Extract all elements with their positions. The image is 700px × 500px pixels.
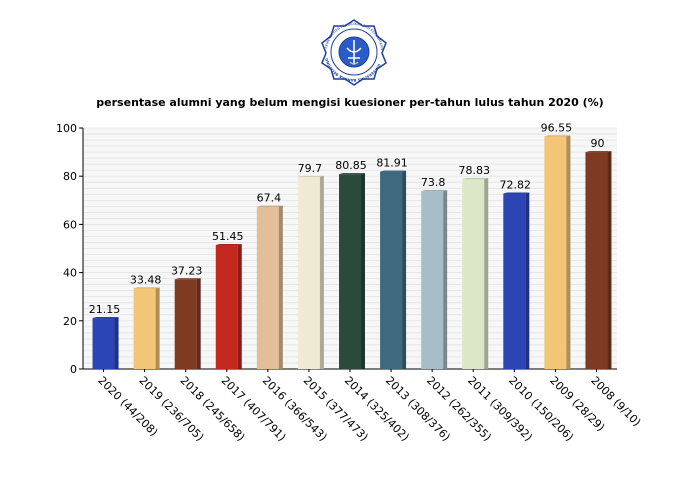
bar-side bbox=[443, 190, 448, 369]
bar-top bbox=[297, 175, 324, 177]
value-label: 73.8 bbox=[421, 176, 446, 189]
chart-title: persentase alumni yang belum mengisi kue… bbox=[96, 96, 604, 109]
value-label: 78.83 bbox=[458, 164, 490, 177]
bar-side bbox=[361, 173, 365, 369]
bar-top bbox=[174, 278, 201, 280]
value-label: 33.48 bbox=[130, 273, 162, 286]
bar-front bbox=[215, 245, 238, 369]
value-labels: 21.15 33.48 37.23 51.45 67.4 79.7 80.85 81.91 73… bbox=[89, 121, 605, 316]
bar-top bbox=[462, 178, 489, 180]
bar-front bbox=[585, 152, 608, 369]
y-tick-label: 40 bbox=[63, 267, 77, 280]
bar bbox=[462, 178, 489, 369]
x-axis-labels: 2020 (44/208)2019 (236/705)2018 (245/658… bbox=[95, 369, 643, 444]
bar bbox=[544, 135, 571, 369]
bar-side bbox=[155, 287, 160, 369]
bar-front bbox=[92, 318, 115, 369]
bar-top bbox=[92, 317, 119, 319]
y-tick-label: 0 bbox=[70, 363, 77, 376]
bar-front bbox=[544, 136, 567, 369]
y-tick-label: 60 bbox=[63, 218, 77, 231]
bar bbox=[297, 175, 324, 369]
bar-side bbox=[278, 205, 283, 369]
bar bbox=[215, 244, 242, 369]
y-tick-label: 20 bbox=[63, 315, 77, 328]
bar-front bbox=[462, 179, 485, 369]
bar bbox=[133, 287, 160, 369]
bar-front bbox=[256, 206, 279, 369]
y-tick-label: 80 bbox=[63, 170, 77, 183]
value-label: 96.55 bbox=[541, 121, 573, 134]
bar-front bbox=[380, 171, 403, 369]
bar-top bbox=[133, 287, 160, 289]
bar-front bbox=[503, 193, 526, 369]
bar bbox=[585, 151, 612, 369]
value-label: 80.85 bbox=[335, 159, 367, 172]
bar-side bbox=[237, 244, 242, 369]
bar bbox=[503, 192, 530, 369]
bar-side bbox=[402, 170, 407, 369]
bar bbox=[421, 190, 448, 369]
bar-top bbox=[585, 151, 612, 153]
bar-side bbox=[566, 135, 571, 369]
bar-side bbox=[484, 178, 489, 369]
bar bbox=[339, 173, 365, 369]
university-logo: KEMENTERIAN PENDIDIKAN DAN KEBUDAYAAN UN… bbox=[321, 19, 387, 86]
y-axis-ticks: 0 20 40 60 80 100 bbox=[56, 122, 83, 376]
bar bbox=[92, 317, 119, 369]
bar-front bbox=[174, 279, 197, 369]
bar-side bbox=[114, 317, 119, 369]
bar-side bbox=[607, 151, 612, 369]
value-label: 79.7 bbox=[298, 162, 323, 175]
bar-top bbox=[380, 170, 407, 172]
bar-front bbox=[133, 288, 156, 369]
value-label: 72.82 bbox=[500, 179, 532, 192]
bar-top bbox=[339, 173, 365, 175]
bar-side bbox=[525, 192, 530, 369]
bar-top bbox=[544, 135, 571, 137]
bar-top bbox=[503, 192, 530, 194]
value-label: 90 bbox=[590, 137, 604, 150]
value-label: 67.4 bbox=[257, 192, 282, 205]
bar-side bbox=[319, 175, 324, 369]
bar-front bbox=[339, 174, 361, 369]
bar-top bbox=[256, 205, 283, 207]
bar bbox=[174, 278, 201, 369]
y-tick-label: 100 bbox=[56, 122, 77, 135]
value-label: 21.15 bbox=[89, 303, 121, 316]
bar-top bbox=[421, 190, 448, 192]
bar-front bbox=[297, 176, 320, 369]
bar-side bbox=[196, 278, 201, 369]
bar bbox=[380, 170, 407, 369]
bars bbox=[92, 135, 612, 369]
bar-front bbox=[421, 191, 444, 369]
value-label: 37.23 bbox=[171, 264, 203, 277]
bar-top bbox=[215, 244, 242, 246]
value-label: 51.45 bbox=[212, 230, 244, 243]
value-label: 81.91 bbox=[376, 157, 408, 170]
bar bbox=[256, 205, 283, 369]
